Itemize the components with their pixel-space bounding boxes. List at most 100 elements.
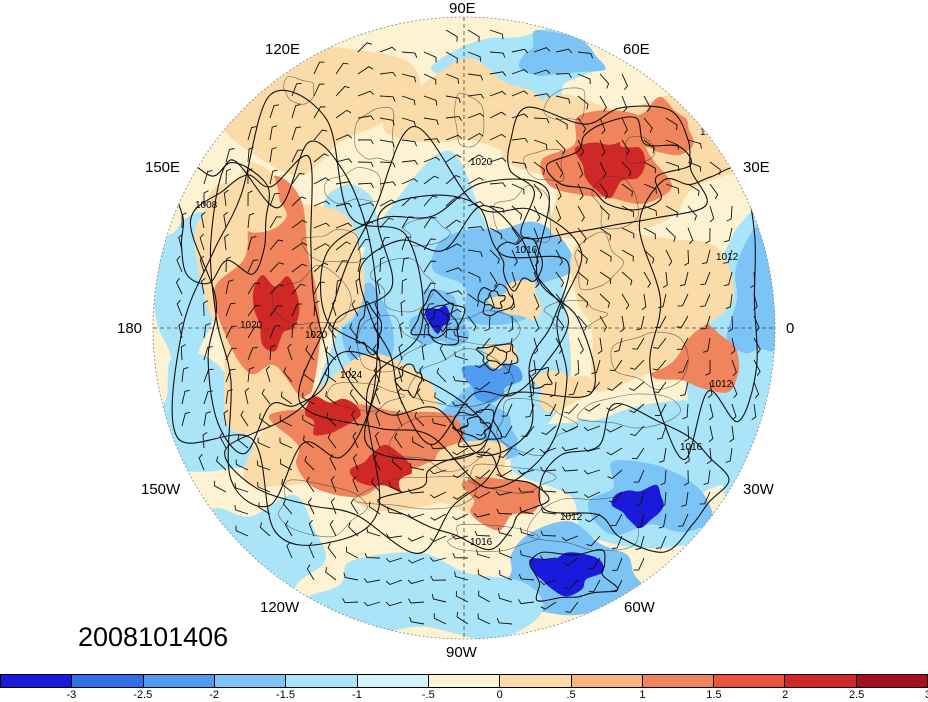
wind-barb: [555, 337, 563, 354]
wind-barb: [329, 520, 337, 537]
wind-barb: [577, 293, 589, 308]
wind-barb: [357, 220, 374, 229]
wind-barb: [583, 469, 601, 475]
wind-barb: [304, 455, 315, 471]
wind-barb: [636, 315, 645, 331]
wind-barb: [225, 325, 237, 339]
wind-barb: [533, 337, 539, 355]
wind-barbs: [175, 29, 761, 625]
wind-barb: [533, 47, 551, 53]
colorbar-swatch: [286, 675, 358, 687]
wind-barb: [225, 148, 235, 163]
wind-barb: [357, 182, 374, 188]
wind-barb: [454, 351, 469, 361]
wind-barb: [555, 95, 571, 104]
wind-barb: [325, 369, 337, 383]
wind-barb: [662, 271, 668, 288]
wind-barb: [489, 157, 507, 163]
wind-barb: [379, 256, 386, 273]
wind-barb: [401, 216, 414, 229]
wind-barb: [445, 95, 461, 103]
wind-barb: [291, 149, 303, 163]
wind-barb: [247, 326, 260, 339]
wind-barb: [489, 51, 506, 58]
wind-barb: [511, 137, 529, 143]
wind-barb: [687, 139, 702, 149]
wind-barb: [423, 95, 438, 106]
wind-barb: [709, 161, 721, 175]
wind-barb: [291, 283, 306, 295]
lon-label-90w: 90W: [446, 644, 477, 661]
wind-barb: [577, 183, 584, 201]
wind-barb: [467, 315, 477, 332]
wind-barb: [234, 504, 249, 515]
wind-barb: [430, 535, 447, 542]
wind-barb: [476, 549, 491, 559]
wind-barb: [555, 183, 562, 201]
wind-barb: [223, 211, 229, 229]
wind-barb: [475, 381, 491, 391]
wind-barb: [351, 410, 359, 427]
wind-barb: [587, 557, 601, 570]
wind-barb: [247, 347, 258, 361]
colorbar-swatch: [642, 675, 715, 687]
coastline: [591, 176, 640, 230]
coastline: [301, 228, 361, 264]
wind-barb: [629, 381, 645, 391]
wind-barb: [606, 425, 623, 433]
isobar: [486, 346, 508, 366]
wind-barb: [313, 300, 320, 317]
wind-barb: [499, 548, 513, 559]
wind-barb: [363, 578, 381, 583]
wind-barb: [489, 133, 506, 141]
wind-barb: [531, 359, 537, 377]
wind-barb: [687, 205, 698, 221]
wind-barb: [474, 359, 491, 369]
wind-barb: [555, 48, 573, 54]
wind-barb: [313, 61, 325, 75]
contour-label: 1016: [470, 537, 493, 548]
wind-barb: [653, 337, 667, 349]
wind-barb: [282, 499, 293, 515]
wind-barb: [407, 579, 425, 585]
wind-barb: [599, 73, 610, 89]
anomaly-region: [726, 225, 775, 354]
wind-barb: [665, 249, 673, 266]
wind-barb: [286, 541, 293, 559]
wind-barb: [564, 403, 579, 414]
wind-barb: [606, 403, 623, 412]
wind-barb: [247, 366, 255, 383]
wind-barb: [621, 205, 634, 218]
wind-barb: [599, 205, 610, 220]
lon-label-150e: 150E: [145, 159, 181, 176]
wind-barb: [280, 458, 293, 471]
wind-barb: [379, 117, 395, 126]
wind-barb: [643, 161, 656, 174]
lon-label-150w: 150W: [141, 481, 181, 498]
lon-label-60e: 60E: [623, 41, 650, 58]
wind-barb: [753, 293, 758, 311]
colorbar-label: -1.5: [276, 689, 296, 701]
wind-barb: [198, 453, 205, 471]
wind-barb: [701, 249, 711, 265]
wind-barb: [584, 491, 601, 499]
wind-barb: [467, 132, 484, 141]
wind-barb: [225, 347, 237, 361]
wind-barb: [371, 477, 381, 493]
wind-barb: [584, 403, 601, 412]
wind-barb: [203, 411, 212, 427]
wind-barb: [313, 153, 329, 163]
colorbar-label: 1.5: [706, 689, 722, 701]
wind-barb: [505, 337, 513, 354]
wind-barb: [445, 243, 462, 251]
wind-barb: [373, 344, 381, 361]
wind-barb: [665, 117, 678, 130]
wind-barb: [302, 392, 315, 405]
wind-barb: [199, 255, 205, 273]
wind-barb: [247, 126, 257, 141]
wind-barb: [335, 241, 351, 251]
colorbar-swatch: [428, 675, 501, 687]
wind-barb: [467, 177, 484, 185]
wind-barb: [665, 139, 679, 151]
wind-barb: [476, 337, 491, 349]
